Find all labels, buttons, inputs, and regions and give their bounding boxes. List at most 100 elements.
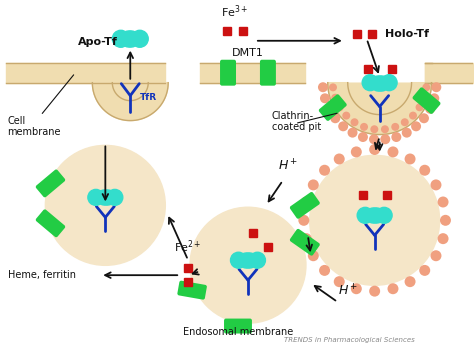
Circle shape <box>347 128 357 138</box>
Circle shape <box>46 146 165 265</box>
Circle shape <box>329 83 337 91</box>
Circle shape <box>425 104 435 114</box>
Text: DMT1: DMT1 <box>232 48 264 58</box>
Text: H$^+$: H$^+$ <box>278 158 298 173</box>
Bar <box>359 191 367 199</box>
FancyBboxPatch shape <box>224 319 252 334</box>
FancyBboxPatch shape <box>260 60 276 86</box>
Circle shape <box>392 132 401 142</box>
Circle shape <box>131 30 148 47</box>
Circle shape <box>331 94 339 102</box>
Circle shape <box>308 180 319 190</box>
Bar <box>184 278 192 286</box>
FancyBboxPatch shape <box>319 94 347 121</box>
Circle shape <box>190 207 306 323</box>
Circle shape <box>420 94 428 102</box>
Circle shape <box>358 132 368 142</box>
Bar <box>264 243 272 251</box>
Text: Holo-Tf: Holo-Tf <box>384 29 428 39</box>
Circle shape <box>429 93 439 103</box>
Circle shape <box>318 82 328 92</box>
Circle shape <box>422 83 430 91</box>
Circle shape <box>405 276 416 287</box>
FancyBboxPatch shape <box>290 229 320 256</box>
Bar <box>388 65 396 73</box>
Circle shape <box>376 207 392 223</box>
Circle shape <box>88 189 104 206</box>
Text: Apo-Tf: Apo-Tf <box>78 37 118 47</box>
Circle shape <box>411 121 421 131</box>
Circle shape <box>419 265 430 276</box>
Circle shape <box>330 113 340 123</box>
Circle shape <box>381 75 397 91</box>
Circle shape <box>409 112 417 120</box>
Text: Fe$^{2+}$: Fe$^{2+}$ <box>174 238 202 255</box>
Circle shape <box>230 252 246 268</box>
FancyBboxPatch shape <box>412 87 440 114</box>
Text: TRENDS in Pharmacological Sciences: TRENDS in Pharmacological Sciences <box>284 337 415 343</box>
Circle shape <box>249 252 265 268</box>
Bar <box>249 229 257 237</box>
Bar <box>383 191 391 199</box>
Circle shape <box>369 286 380 297</box>
Circle shape <box>319 165 330 176</box>
Text: Fe$^{3+}$: Fe$^{3+}$ <box>221 4 249 20</box>
Circle shape <box>430 250 441 261</box>
Text: Clathrin-
coated pit: Clathrin- coated pit <box>272 111 321 132</box>
Circle shape <box>387 146 399 157</box>
Text: Endosomal membrane: Endosomal membrane <box>183 327 293 337</box>
FancyBboxPatch shape <box>177 281 207 300</box>
FancyBboxPatch shape <box>36 209 65 237</box>
Circle shape <box>440 215 451 226</box>
Text: Cell
membrane: Cell membrane <box>8 116 61 137</box>
Circle shape <box>416 103 424 111</box>
Circle shape <box>357 207 373 223</box>
Circle shape <box>387 283 399 294</box>
Circle shape <box>419 113 429 123</box>
Circle shape <box>362 75 378 91</box>
Circle shape <box>419 165 430 176</box>
Circle shape <box>360 123 368 131</box>
Circle shape <box>402 128 412 138</box>
Circle shape <box>369 134 379 144</box>
Circle shape <box>391 123 399 131</box>
Text: H$^+$: H$^+$ <box>338 283 357 298</box>
Circle shape <box>319 265 330 276</box>
Circle shape <box>320 93 330 103</box>
Circle shape <box>338 121 348 131</box>
Circle shape <box>308 250 319 261</box>
Circle shape <box>112 30 129 47</box>
Circle shape <box>370 125 378 133</box>
Bar <box>223 27 231 35</box>
Circle shape <box>380 134 390 144</box>
Circle shape <box>351 146 362 157</box>
Circle shape <box>369 144 380 155</box>
Circle shape <box>438 197 448 208</box>
Polygon shape <box>92 83 168 120</box>
Bar <box>368 30 376 38</box>
Circle shape <box>351 283 362 294</box>
Circle shape <box>301 233 312 244</box>
Circle shape <box>350 118 358 126</box>
Circle shape <box>310 155 439 285</box>
Circle shape <box>107 189 123 206</box>
Bar <box>353 30 361 38</box>
Text: Heme, ferritin: Heme, ferritin <box>8 270 75 280</box>
Circle shape <box>334 276 345 287</box>
Bar <box>184 264 192 272</box>
Circle shape <box>298 215 310 226</box>
Circle shape <box>334 154 345 164</box>
FancyBboxPatch shape <box>290 192 320 219</box>
Circle shape <box>301 197 312 208</box>
Circle shape <box>401 118 409 126</box>
Text: TfR: TfR <box>140 93 157 102</box>
Circle shape <box>381 125 389 133</box>
Circle shape <box>430 180 441 190</box>
FancyBboxPatch shape <box>220 60 236 86</box>
Polygon shape <box>328 83 431 135</box>
FancyBboxPatch shape <box>36 170 65 198</box>
Circle shape <box>336 103 344 111</box>
Bar <box>239 27 247 35</box>
Circle shape <box>405 154 416 164</box>
Bar <box>364 65 372 73</box>
